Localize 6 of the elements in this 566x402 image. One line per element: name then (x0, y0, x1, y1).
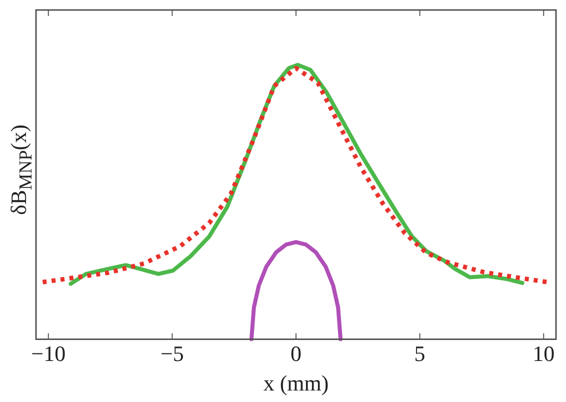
x-tick-label: −5 (160, 341, 184, 366)
x-tick-label: 5 (414, 341, 426, 366)
x-tick-label: 0 (290, 341, 302, 366)
x-axis-title: x (mm) (263, 370, 329, 396)
x-tick-label: −10 (31, 341, 66, 366)
x-tick-label: 10 (532, 341, 555, 366)
